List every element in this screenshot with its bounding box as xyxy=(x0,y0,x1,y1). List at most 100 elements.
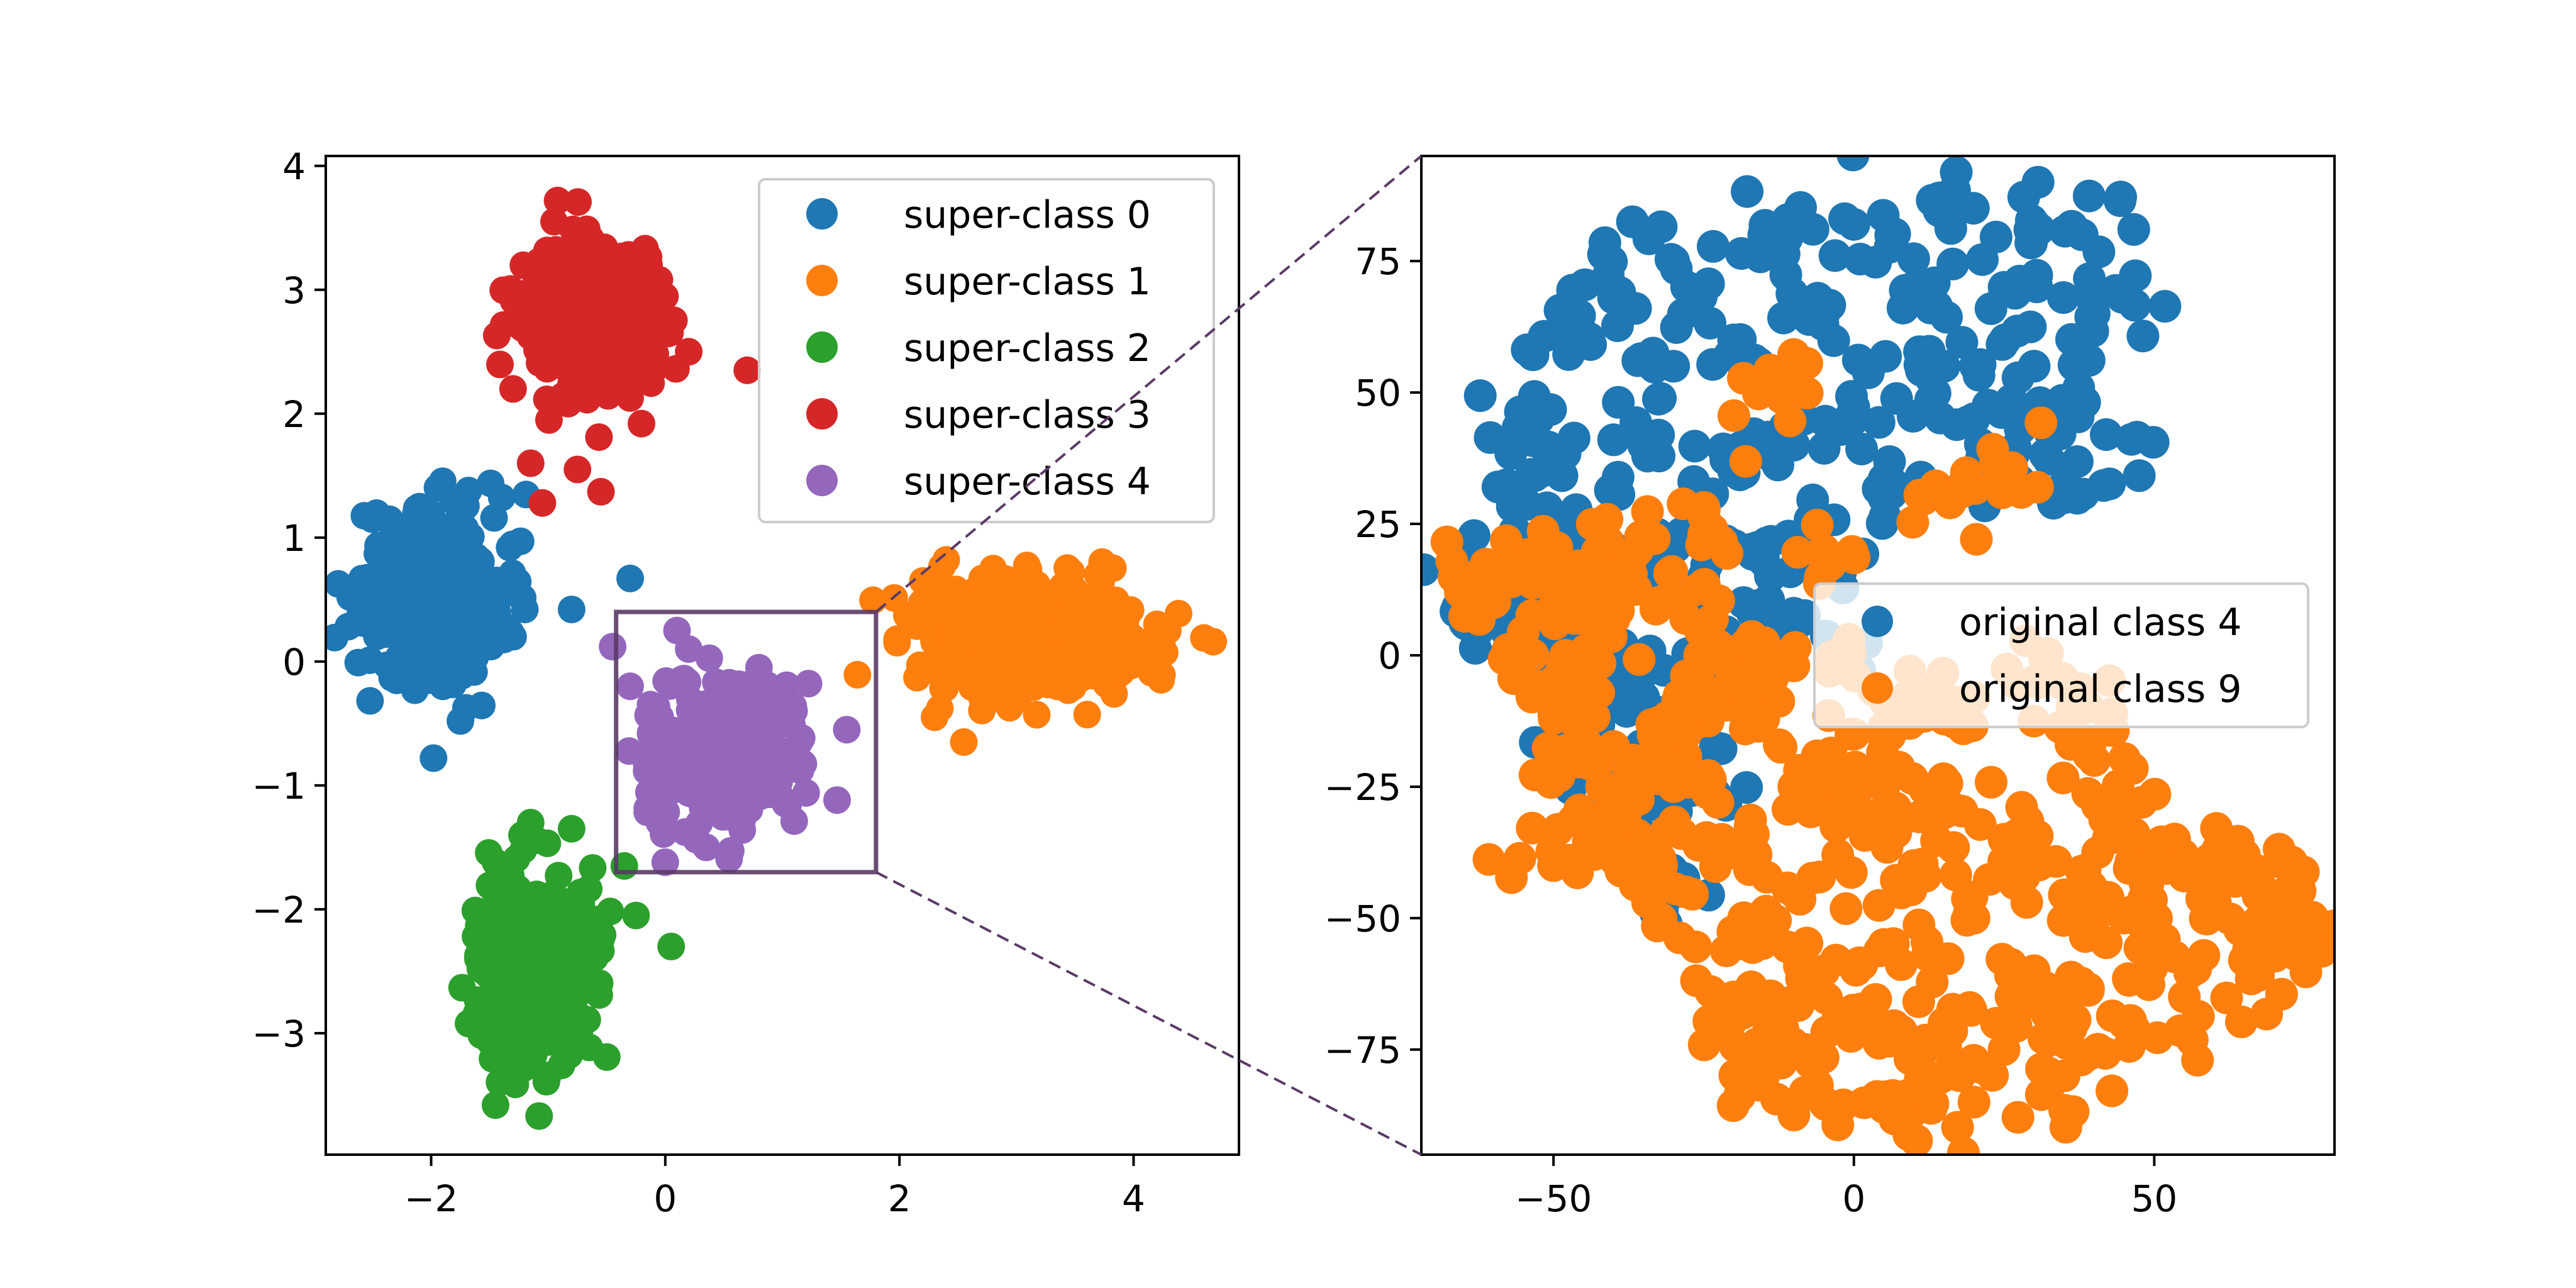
series-3 xyxy=(482,186,762,517)
right-axis-ticks: −50 0 50 −75 −50 −25 0 25 50 75 xyxy=(1324,240,2178,1220)
scatter-point xyxy=(921,703,948,731)
scatter-point xyxy=(1549,323,1582,357)
scatter-point xyxy=(1957,901,1990,935)
scatter-point xyxy=(1777,770,1811,803)
scatter-point xyxy=(557,814,586,843)
scatter-point xyxy=(499,623,527,651)
y-tick-label: 3 xyxy=(282,269,306,312)
scatter-point xyxy=(622,901,650,930)
scatter-point xyxy=(481,1091,509,1119)
scatter-point xyxy=(2118,289,2151,322)
scatter-point xyxy=(531,973,559,1001)
scatter-point xyxy=(1717,665,1750,698)
scatter-point xyxy=(1867,481,1901,514)
scatter-point xyxy=(1516,338,1550,372)
scatter-point xyxy=(1597,838,1630,872)
series-4 xyxy=(599,616,861,876)
scatter-point xyxy=(2018,350,2051,383)
scatter-point xyxy=(2168,860,2201,892)
scatter-point xyxy=(2087,469,2120,502)
scatter-point xyxy=(472,606,500,635)
scatter-point xyxy=(1595,245,1628,278)
scatter-point xyxy=(2032,1024,2065,1057)
scatter-point xyxy=(780,697,808,725)
y-tick-label: 25 xyxy=(1355,503,1401,546)
scatter-point xyxy=(1818,239,1852,272)
scatter-point xyxy=(685,758,713,786)
y-tick-label: 0 xyxy=(282,641,306,684)
legend-label: super-class 2 xyxy=(904,326,1151,370)
scatter-point xyxy=(883,625,911,653)
scatter-point xyxy=(506,1016,535,1044)
scatter-point xyxy=(1794,795,1828,828)
scatter-point xyxy=(1775,277,1809,310)
scatter-point xyxy=(823,786,851,814)
scatter-point xyxy=(1680,964,1713,997)
scatter-point xyxy=(1987,1033,2021,1066)
scatter-point xyxy=(1705,823,1738,856)
scatter-point xyxy=(1829,892,1863,925)
scatter-point xyxy=(1987,460,2021,493)
scatter-point xyxy=(1837,796,1870,830)
scatter-point xyxy=(1525,455,1558,488)
y-tick-label: −3 xyxy=(252,1013,306,1055)
scatter-point xyxy=(2021,165,2055,199)
scatter-point xyxy=(1711,537,1743,570)
scatter-point xyxy=(2101,769,2135,802)
scatter-point xyxy=(1718,399,1750,432)
right-axes-frame xyxy=(1420,155,2336,1156)
scatter-point xyxy=(1687,518,1720,551)
scatter-point xyxy=(1885,876,1918,909)
scatter-point xyxy=(2077,744,2111,777)
series-2 xyxy=(448,809,686,1130)
scatter-point xyxy=(1704,732,1738,765)
scatter-point xyxy=(1957,402,1990,435)
scatter-point xyxy=(1537,849,1570,882)
scatter-point xyxy=(1903,479,1936,512)
scatter-point xyxy=(787,724,816,752)
left-axis-ticks: −2 0 2 4 −3 −2 −1 0 1 2 3 4 xyxy=(252,145,1145,1220)
scatter-point xyxy=(1457,519,1491,552)
scatter-point xyxy=(2104,180,2137,214)
scatter-point xyxy=(2048,481,2081,514)
y-tick-label: −1 xyxy=(252,765,306,808)
scatter-point xyxy=(994,642,1023,670)
scatter-point xyxy=(645,319,674,347)
scatter-point xyxy=(344,648,372,677)
scatter-point xyxy=(2112,852,2146,885)
scatter-point xyxy=(1734,803,1767,836)
scatter-point xyxy=(1028,578,1056,606)
scatter-point xyxy=(2018,208,2051,241)
scatter-point xyxy=(1642,382,1675,416)
legend-label: super-class 4 xyxy=(904,460,1151,504)
scatter-point xyxy=(1717,323,1750,357)
scatter-point xyxy=(468,691,496,719)
scatter-point xyxy=(1657,770,1690,803)
scatter-point xyxy=(2225,1005,2258,1038)
scatter-point xyxy=(2048,1059,2081,1092)
scatter-point xyxy=(551,280,579,308)
scatter-point xyxy=(2071,777,2104,810)
scatter-point xyxy=(1609,560,1642,593)
scatter-point xyxy=(1995,384,2028,417)
scatter-point xyxy=(675,635,703,663)
legend-marker xyxy=(1862,672,1893,704)
scatter-point xyxy=(1729,445,1762,478)
y-tick-label: 4 xyxy=(282,145,306,188)
scatter-point xyxy=(786,757,814,784)
scatter-point xyxy=(1945,326,1979,359)
scatter-point xyxy=(1663,921,1696,955)
y-tick-label: −75 xyxy=(1324,1029,1401,1072)
scatter-point xyxy=(2148,290,2182,323)
scatter-point xyxy=(1867,928,1901,961)
scatter-point xyxy=(1557,421,1591,455)
scatter-point xyxy=(461,643,489,671)
scatter-point xyxy=(419,744,448,772)
scatter-point xyxy=(1111,612,1140,640)
scatter-point xyxy=(1435,545,1468,578)
legend-marker xyxy=(806,398,838,430)
scatter-point xyxy=(394,635,422,663)
x-tick-label: 50 xyxy=(2131,1177,2178,1220)
y-tick-label: 75 xyxy=(1355,240,1401,283)
scatter-point xyxy=(403,599,431,628)
